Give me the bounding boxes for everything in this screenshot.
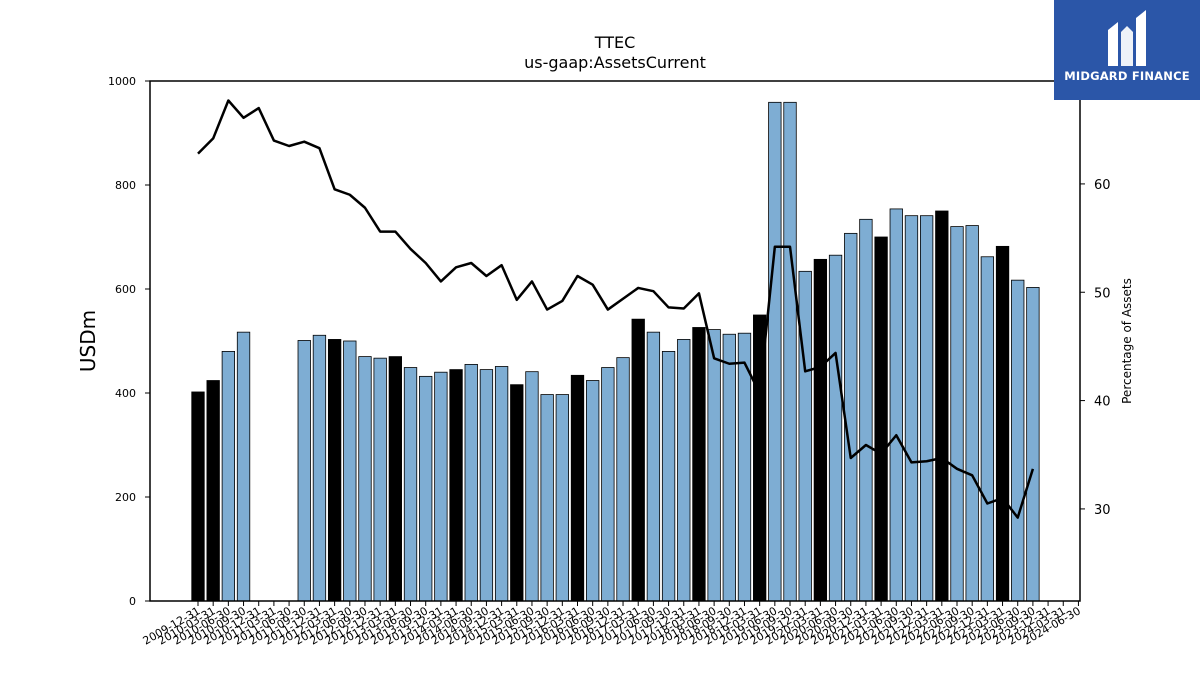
bar-2016-09-30 [601,367,615,602]
bar-2018-06-30 [707,329,721,602]
bar-2017-12-31 [677,339,691,602]
bar-2015-03-31 [510,384,524,602]
bar-2020-03-31 [813,258,828,602]
bar-2012-12-31 [373,357,387,602]
midgard-finance-logo: MIDGARD FINANCE [1054,0,1200,100]
bar-2013-03-31 [388,356,402,602]
bar-2022-09-30 [965,225,979,602]
bar-2018-09-30 [722,333,736,602]
bar-2023-06-30 [1011,279,1025,602]
bar-2012-06-30 [343,340,357,602]
chart-title: TTEC [594,33,636,52]
bar-2013-09-30 [419,375,433,602]
bar-2019-06-30 [768,101,782,602]
y-axis-left: 0 200 400 600 800 1000 [108,75,150,608]
bar-2011-09-30 [297,340,311,602]
y-tick-label: 0 [129,595,136,608]
y-axis-right: 30 40 50 60 [1080,178,1111,518]
bar-2017-06-30 [646,331,661,602]
bar-2019-12-31 [798,270,812,602]
y2-axis-label: Percentage of Assets [1120,278,1134,404]
bar-2022-06-30 [950,226,964,602]
bar-2023-03-31 [995,245,1010,602]
bar-2020-06-30 [828,254,843,602]
bar-2019-09-30 [783,101,797,602]
bar-2013-12-31 [434,371,448,602]
bar-2016-06-30 [586,380,600,602]
y-tick-label: 200 [115,491,136,504]
bar-2010-03-31 [206,380,220,602]
bar-2010-09-30 [236,331,251,602]
bar-2021-09-30 [904,215,919,602]
chart-subtitle: us-gaap:AssetsCurrent [524,53,706,72]
bar-2021-06-30 [889,208,903,602]
logo-text: MIDGARD FINANCE [1064,69,1190,83]
y2-tick-label: 40 [1094,395,1111,410]
bar-2017-09-30 [661,350,676,602]
y-axis-label: USDm [76,310,100,372]
y2-tick-label: 30 [1094,503,1111,518]
y-tick-label: 800 [115,179,136,192]
bar-2018-03-31 [692,327,706,602]
bar-2010-06-30 [221,350,236,602]
bar-2012-03-31 [327,339,342,602]
bar-2011-12-31 [312,334,327,602]
x-axis: 2009-12-312010-03-312010-06-302010-09-30… [141,601,1083,648]
percentage-line [197,99,1035,519]
midgard-logo-icon [1108,10,1146,66]
y-tick-label: 1000 [108,75,136,88]
bar-2015-09-30 [540,394,554,602]
bar-2012-09-30 [358,356,372,602]
bar-2020-09-30 [844,232,858,602]
bar-2020-12-31 [859,218,873,602]
y2-tick-label: 60 [1094,178,1111,193]
y-tick-label: 600 [115,283,136,296]
bar-2016-03-31 [570,374,585,602]
y-tick-label: 400 [115,387,136,400]
plot-frame [149,80,1081,602]
bar-2009-12-31 [191,391,205,602]
line-layer [197,99,1035,519]
y2-tick-label: 50 [1094,286,1111,301]
bar-2022-03-31 [935,210,949,602]
bar-2022-12-31 [980,256,995,602]
bar-2015-06-30 [525,371,539,602]
bar-2015-12-31 [555,394,569,602]
bar-2014-09-30 [479,369,494,602]
bar-2021-03-31 [874,236,888,602]
bar-2013-06-30 [403,367,418,602]
bar-2014-12-31 [494,366,509,602]
bar-2017-03-31 [631,318,645,602]
bar-2014-03-31 [449,369,463,602]
bar-2016-12-31 [616,357,630,602]
bars [191,101,1040,602]
bar-2021-12-31 [919,215,934,602]
bar-2014-06-30 [464,363,478,602]
bar-2023-09-30 [1026,287,1040,602]
